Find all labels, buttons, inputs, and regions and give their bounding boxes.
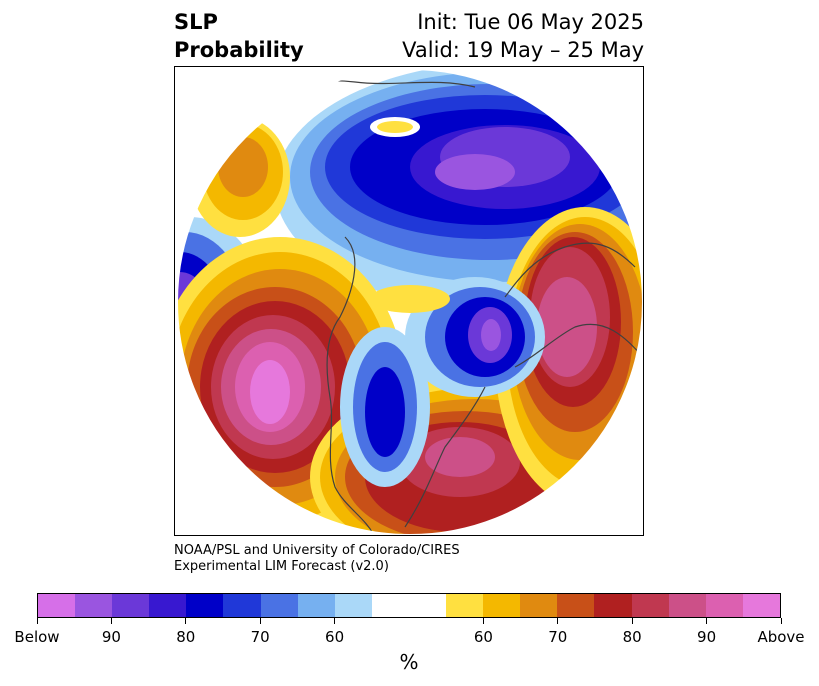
colorbar-segment (705, 594, 743, 617)
colorbar-tick (334, 618, 336, 624)
colorbar-tick (780, 618, 782, 624)
colorbar-tick (482, 618, 484, 624)
map-panel (174, 66, 644, 536)
colorbar-tick-label: 60 (325, 628, 345, 646)
colorbar-segment (668, 594, 706, 617)
colorbar (37, 593, 781, 618)
colorbar-segment (334, 594, 372, 617)
high-anomaly-arctic-ocean (370, 285, 450, 313)
title-right: Init: Tue 06 May 2025 Valid: 19 May – 25… (402, 8, 644, 64)
title-variable: SLP (174, 10, 218, 34)
colorbar-tick-label: 70 (250, 628, 270, 646)
colorbar-tick-label: 80 (176, 628, 196, 646)
colorbar-segment (631, 594, 669, 617)
colorbar-tick-label: 60 (473, 628, 493, 646)
credit-line-1: NOAA/PSL and University of Colorado/CIRE… (174, 543, 460, 558)
colorbar-segment (75, 594, 113, 617)
colorbar-unit: % (399, 650, 419, 674)
colorbar-segment (297, 594, 335, 617)
colorbar-segment (186, 594, 224, 617)
colorbar-tick-label: Below (14, 628, 60, 646)
forecast-map (176, 68, 644, 536)
colorbar-segment (742, 594, 780, 617)
valid-range: Valid: 19 May – 25 May (402, 38, 644, 62)
high-anomaly-bering (190, 117, 290, 237)
colorbar-segment (260, 594, 298, 617)
low-anomaly-hudson-bay (340, 327, 430, 487)
colorbar-segment (446, 594, 484, 617)
colorbar-tick-label: 70 (548, 628, 568, 646)
colorbar-tick (631, 618, 633, 624)
colorbar-tick-label: 80 (622, 628, 642, 646)
colorbar-tick (557, 618, 559, 624)
colorbar-segment (223, 594, 261, 617)
colorbar-tick-label: 90 (101, 628, 121, 646)
title-probability: Probability (174, 38, 304, 62)
title-left: SLP Probability (174, 8, 304, 64)
low-anomaly-greenland (405, 277, 545, 397)
colorbar-segment (483, 594, 521, 617)
colorbar-tick (259, 618, 261, 624)
colorbar-segment (371, 594, 409, 617)
colorbar-segment (520, 594, 558, 617)
colorbar-tick (110, 618, 112, 624)
colorbar-tick (36, 618, 38, 624)
colorbar-segment (594, 594, 632, 617)
colorbar-segment (557, 594, 595, 617)
colorbar-tick-label: Above (757, 628, 805, 646)
init-date: Init: Tue 06 May 2025 (417, 10, 644, 34)
colorbar-segment (408, 594, 447, 617)
colorbar-segment (149, 594, 187, 617)
credit-line-2: Experimental LIM Forecast (v2.0) (174, 559, 389, 574)
colorbar-tick (706, 618, 708, 624)
colorbar-segment (112, 594, 150, 617)
credit-text: NOAA/PSL and University of Colorado/CIRE… (174, 543, 460, 575)
colorbar-segment (38, 594, 76, 617)
colorbar-tick (185, 618, 187, 624)
colorbar-tick-label: 90 (697, 628, 717, 646)
